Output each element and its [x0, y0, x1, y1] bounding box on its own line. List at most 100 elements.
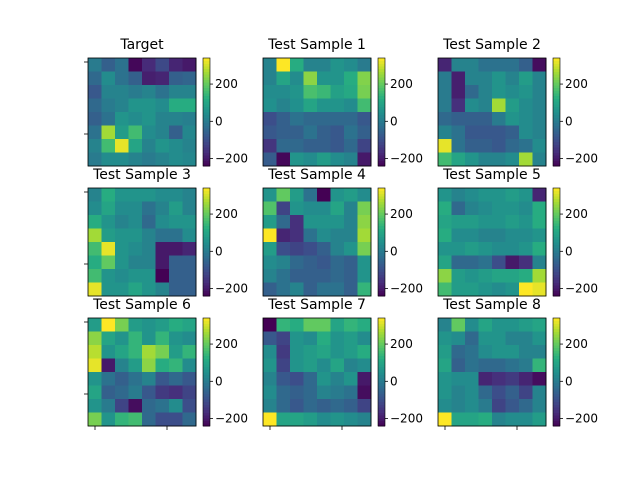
heatmap-cell — [88, 139, 102, 153]
colorbar-segment — [553, 250, 560, 254]
heatmap-cell — [505, 58, 520, 72]
heatmap-cell — [505, 282, 520, 297]
colorbar-segment — [378, 128, 385, 132]
heatmap-cell — [330, 58, 345, 72]
heatmap-cell — [478, 112, 493, 126]
heatmap-cell — [465, 215, 479, 229]
heatmap-cell — [438, 85, 452, 99]
heatmap-cell — [438, 255, 452, 270]
heatmap-cell — [263, 372, 277, 386]
colorbar-segment — [553, 63, 560, 67]
heatmap-cell — [478, 399, 493, 413]
heatmap-cell — [169, 139, 183, 153]
heatmap-cell — [290, 412, 304, 427]
colorbar-segment — [203, 380, 210, 384]
heatmap-cell — [519, 345, 533, 359]
colorbar-segment — [203, 98, 210, 102]
colorbar-tick-label: −200 — [215, 282, 248, 296]
colorbar-segment — [553, 374, 560, 378]
heatmap-cell — [182, 188, 197, 202]
heatmap-cell — [303, 139, 318, 153]
heatmap-cell — [357, 98, 372, 113]
colorbar-segment — [553, 258, 560, 262]
heatmap-cell — [169, 112, 183, 126]
colorbar-segment — [378, 103, 385, 107]
heatmap-cell — [263, 412, 277, 427]
colorbar-segment — [378, 204, 385, 208]
colorbar-segment — [378, 239, 385, 243]
heatmap-cell — [276, 385, 291, 400]
heatmap-panel: Test Sample 2 200 0 −200 — [437, 37, 598, 167]
colorbar-segment — [553, 144, 560, 148]
colorbar-segment — [553, 266, 560, 270]
colorbar-segment — [553, 87, 560, 91]
colorbar-segment — [203, 369, 210, 373]
heatmap-cell — [169, 98, 183, 113]
panel-title: Test Sample 2 — [442, 37, 541, 53]
colorbar-segment — [378, 323, 385, 327]
heatmap-cell — [128, 98, 143, 113]
heatmap-cell — [128, 71, 143, 86]
heatmap-cell — [182, 255, 197, 270]
heatmap-cell — [88, 399, 102, 413]
colorbar-segment — [553, 215, 560, 219]
heatmap-cell — [357, 331, 372, 346]
colorbar-frame — [377, 57, 386, 167]
heatmap-cell — [101, 71, 116, 86]
colorbar-segment — [378, 263, 385, 267]
heatmap-cell — [532, 372, 547, 386]
heatmap-cell — [263, 269, 277, 283]
colorbar-segment — [553, 93, 560, 97]
heatmap-cell — [142, 215, 156, 229]
heatmap-cell — [465, 125, 479, 140]
heatmap-cell — [492, 188, 506, 202]
colorbar-segment — [553, 263, 560, 267]
heatmap-cell — [263, 399, 277, 413]
heatmap-cell — [115, 331, 129, 346]
heatmap-cell — [263, 188, 277, 202]
heatmap-cell — [142, 71, 156, 86]
heatmap-cell — [155, 282, 170, 297]
heatmap-cell — [519, 282, 533, 297]
heatmap-cell — [344, 399, 358, 413]
colorbar-segment — [203, 255, 210, 259]
colorbar-segment — [378, 95, 385, 99]
colorbar-frame — [552, 187, 561, 297]
heatmap-cell — [505, 125, 520, 140]
heatmap-cell — [276, 269, 291, 283]
colorbar-segment — [203, 274, 210, 278]
heatmap-cell — [88, 98, 102, 113]
colorbar-segment — [203, 347, 210, 351]
heatmap-cell — [478, 372, 493, 386]
heatmap-cell — [169, 242, 183, 256]
heatmap-cell — [182, 125, 197, 140]
heatmap-cell — [115, 318, 129, 332]
colorbar-segment — [553, 380, 560, 384]
heatmap-cell — [142, 201, 156, 216]
heatmap-cell — [155, 385, 170, 400]
colorbar-segment — [203, 358, 210, 362]
colorbar-segment — [378, 331, 385, 335]
heatmap-cell — [519, 372, 533, 386]
heatmap-cell — [276, 188, 291, 202]
heatmap-cell — [317, 282, 331, 297]
heatmap-cell — [451, 58, 466, 72]
heatmap-cell — [169, 125, 183, 140]
heatmap-cell — [330, 201, 345, 216]
heatmap-cell — [330, 71, 345, 86]
colorbar-segment — [553, 82, 560, 86]
heatmap-cell — [357, 139, 372, 153]
heatmap-cell — [478, 269, 493, 283]
colorbar-segment — [378, 196, 385, 200]
colorbar-segment — [378, 114, 385, 118]
colorbar-segment — [553, 242, 560, 246]
heatmap-cell — [438, 331, 452, 346]
heatmap-cell — [465, 345, 479, 359]
colorbar-segment — [203, 206, 210, 210]
heatmap-cell — [505, 71, 520, 86]
heatmap-cell — [155, 152, 170, 167]
colorbar-segment — [203, 385, 210, 389]
colorbar-segment — [378, 404, 385, 408]
heatmap-cell — [344, 71, 358, 86]
colorbar-segment — [203, 269, 210, 273]
